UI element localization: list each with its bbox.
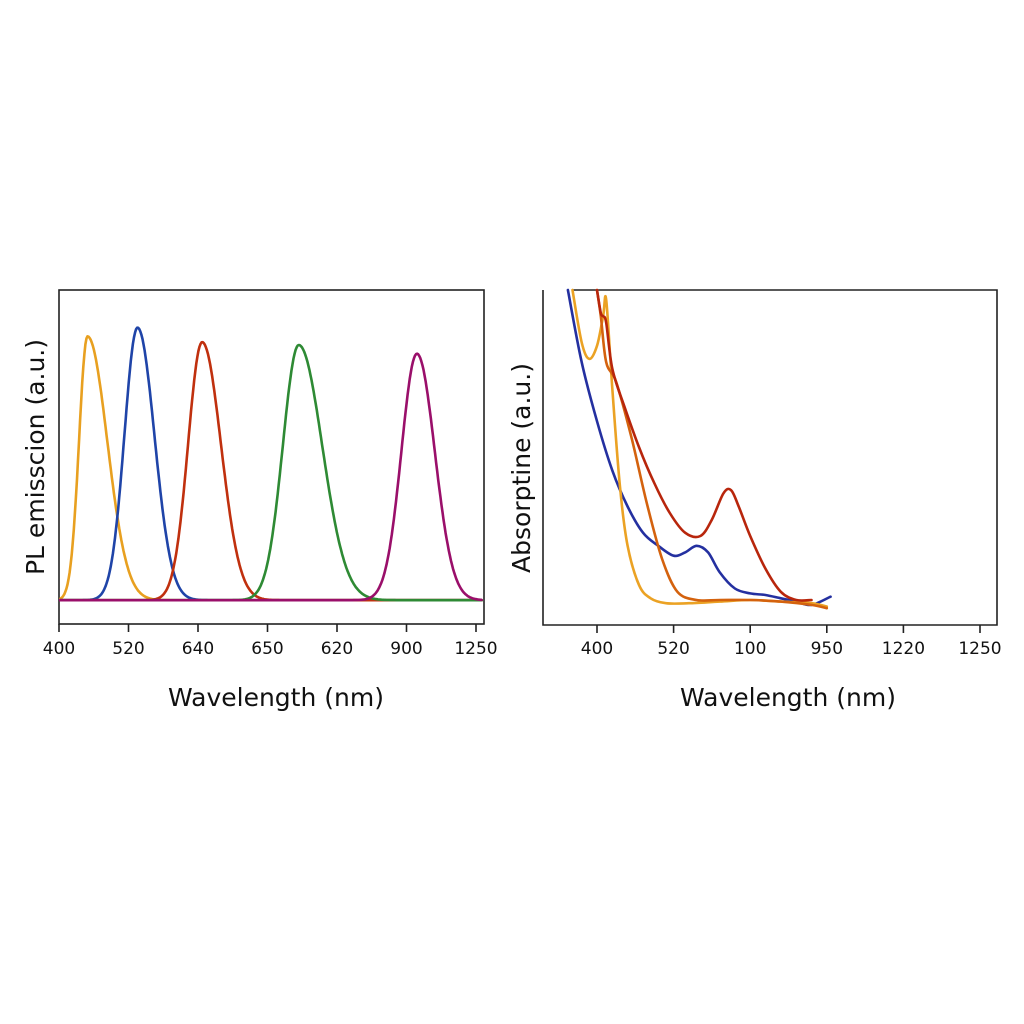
right-curves [566, 288, 832, 610]
right-series-amber [571, 288, 829, 608]
right-x-tick-label: 1220 [882, 639, 925, 659]
pl-emission-panel: 400 520 640 650 620 900 1250 Wavelength (nm) P… [21, 289, 498, 712]
left-x-tick-label: 640 [182, 639, 214, 659]
right-series-red [595, 288, 813, 602]
left-series-purple [59, 352, 483, 602]
left-x-tick-label: 650 [251, 639, 283, 659]
left-x-tick-label: 520 [112, 639, 144, 659]
right-x-tick-label: 520 [657, 639, 689, 659]
right-x-tick-label: 1250 [958, 639, 1001, 659]
right-plot-frame [542, 289, 998, 626]
left-curves [59, 326, 483, 602]
right-x-tick-label: 100 [734, 639, 766, 659]
right-series-dark-orange [595, 288, 829, 610]
right-x-ticks: 400 520 100 950 1220 1250 [581, 625, 1002, 659]
right-x-tick-label: 400 [581, 639, 613, 659]
left-x-tick-label: 620 [321, 639, 353, 659]
left-y-axis-title: PL emisscion (a.u.) [21, 339, 50, 575]
left-x-tick-label: 400 [43, 639, 75, 659]
right-x-tick-label: 950 [811, 639, 843, 659]
right-series-blue [566, 288, 832, 607]
left-x-tick-label: 1250 [454, 639, 497, 659]
left-plot-frame [58, 289, 485, 625]
left-x-tick-label: 900 [390, 639, 422, 659]
left-x-ticks: 400 520 640 650 620 900 1250 [43, 624, 498, 659]
absorption-panel: 400 520 100 950 1220 1250 Wavelength (nm) Abs… [507, 288, 1002, 712]
left-series-blue [59, 326, 483, 602]
right-y-axis-title: Absorptine (a.u.) [507, 363, 536, 573]
left-x-axis-title: Wavelength (nm) [168, 683, 384, 712]
right-x-axis-title: Wavelength (nm) [680, 683, 896, 712]
